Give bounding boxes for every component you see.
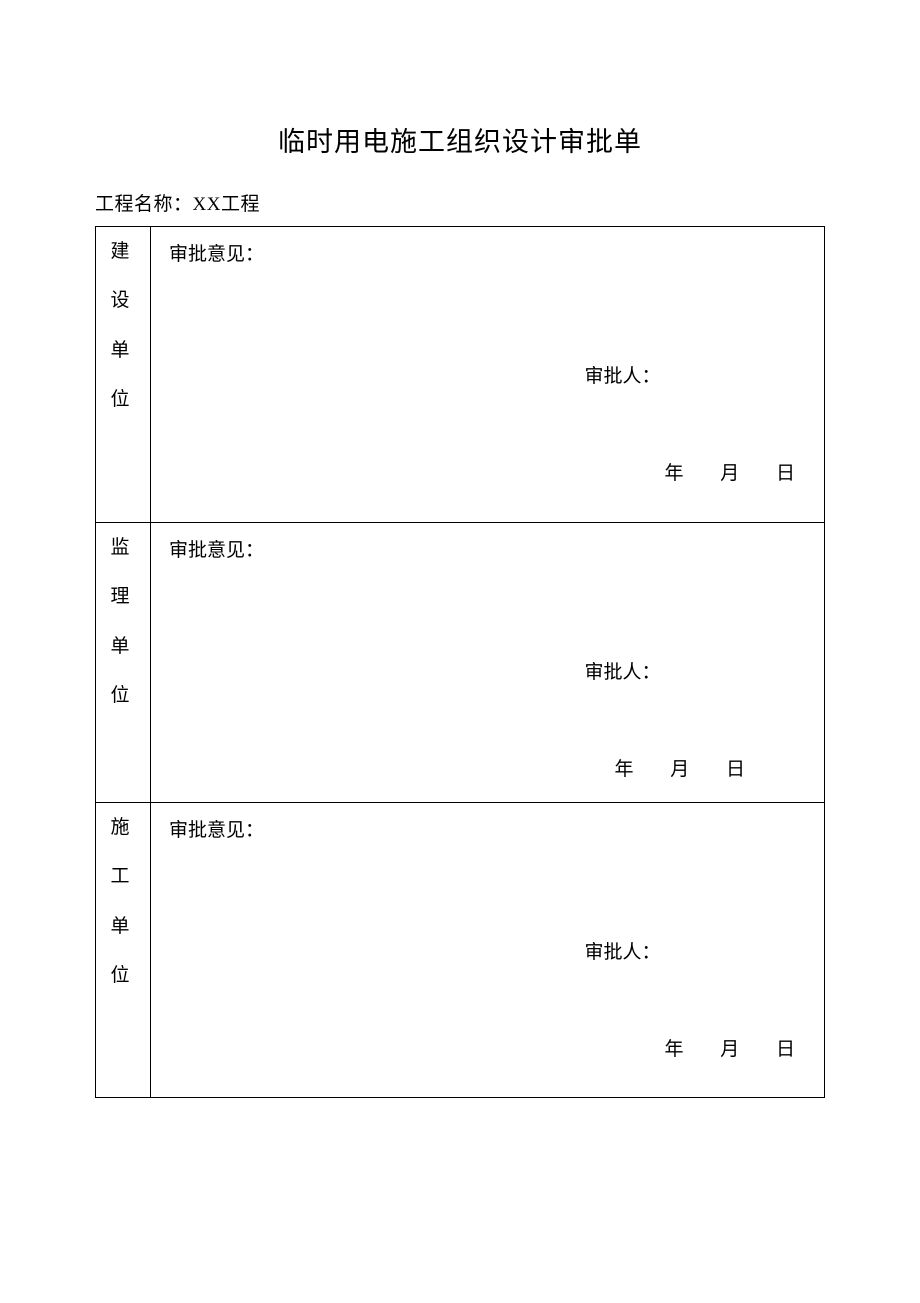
project-name-line: 工程名称：XX工程 [95,189,825,216]
date-day: 日 [726,759,746,780]
table-row: 建 设 单 位 审批意见： 审批人： 年 月 日 [96,227,825,523]
date-year: 年 [664,463,684,484]
opinion-label: 审批意见： [169,535,806,562]
approval-table: 建 设 单 位 审批意见： 审批人： 年 月 日 监 理 单 位 审批意见： 审… [95,226,825,1098]
project-name-label: 工程名称： [95,194,193,215]
date-day: 日 [776,463,796,484]
opinion-label: 审批意见： [169,239,806,266]
approver-label: 审批人： [169,937,806,964]
unit-label-line: 单 位 [104,622,142,721]
table-row: 监 理 单 位 审批意见： 审批人： 年 月 日 [96,523,825,803]
date-day: 日 [776,1039,796,1060]
unit-label-line: 监 理 [104,523,142,622]
date-line: 年 月 日 [169,1034,806,1061]
approver-label: 审批人： [169,361,806,388]
form-title: 临时用电施工组织设计审批单 [95,120,825,159]
unit-label-cell: 施 工 单 位 [96,803,151,1098]
approver-label: 审批人： [169,657,806,684]
date-month: 月 [720,1039,740,1060]
date-month: 月 [670,759,690,780]
table-row: 施 工 单 位 审批意见： 审批人： 年 月 日 [96,803,825,1098]
unit-label-cell: 监 理 单 位 [96,523,151,803]
unit-label-line: 施 工 [104,803,142,902]
content-cell: 审批意见： 审批人： 年 月 日 [151,227,825,523]
opinion-label: 审批意见： [169,815,806,842]
unit-label-cell: 建 设 单 位 [96,227,151,523]
content-cell: 审批意见： 审批人： 年 月 日 [151,523,825,803]
date-line: 年 月 日 [169,458,806,485]
unit-label-line: 单 位 [104,902,142,1001]
date-year: 年 [614,759,634,780]
unit-label-line: 建 设 [104,227,142,326]
project-name-value: XX工程 [193,194,260,215]
date-line: 年 月 日 [169,754,806,781]
date-year: 年 [664,1039,684,1060]
unit-label-line: 单 位 [104,326,142,425]
date-month: 月 [720,463,740,484]
content-cell: 审批意见： 审批人： 年 月 日 [151,803,825,1098]
